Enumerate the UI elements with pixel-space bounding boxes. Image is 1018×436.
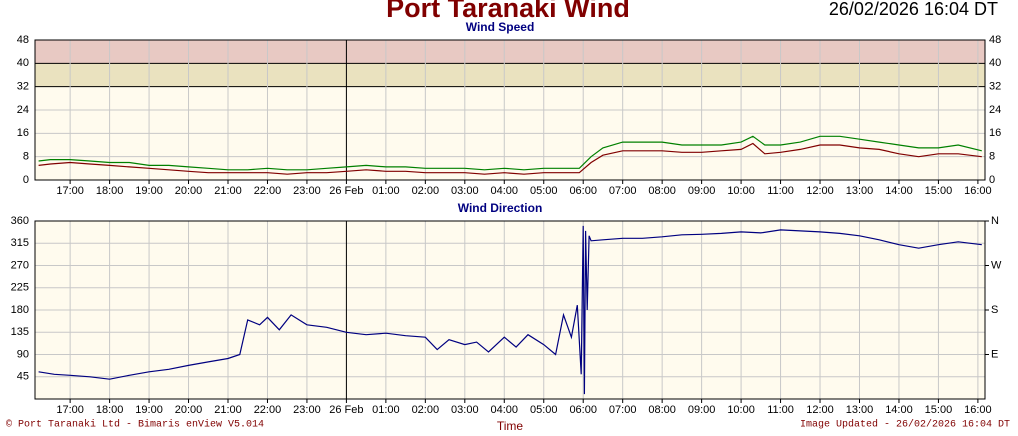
plot-frame: [34, 39, 986, 181]
y2-tick-label: 32: [989, 81, 1001, 93]
x-tick-label: 09:00: [688, 404, 716, 416]
x-tick-label: 19:00: [135, 404, 163, 416]
y-tick-label: 45: [17, 371, 29, 383]
y2-tick-label: 16: [989, 127, 1001, 139]
x-tick-label: 07:00: [609, 404, 637, 416]
band: [35, 40, 985, 64]
x-tick-label: 04:00: [491, 185, 519, 197]
y-tick-label: 24: [17, 104, 29, 116]
x-tick-label: 19:00: [135, 185, 163, 197]
y2-tick-label: 0: [989, 174, 995, 186]
x-tick-label: 17:00: [56, 404, 84, 416]
data-line: [38, 225, 982, 395]
updated: Image Updated - 26/02/2026 16:04 DT: [800, 419, 1010, 431]
x-tick-label: 23:00: [293, 185, 321, 197]
timestamp: 26/02/2026 16:04 DT: [829, 0, 998, 19]
x-tick-label: 20:00: [175, 185, 203, 197]
x-tick-label: 01:00: [372, 404, 400, 416]
x-tick-label: 13:00: [846, 185, 874, 197]
y2-tick-label: 48: [989, 34, 1001, 46]
x-axis-label: Time: [497, 419, 524, 433]
x-tick-label: 06:00: [569, 185, 597, 197]
x-tick-label: 16:00: [964, 185, 992, 197]
y-tick-label: 225: [11, 282, 29, 294]
y-tick-label: 315: [11, 237, 29, 249]
y2-tick-label: W: [991, 259, 1002, 271]
x-tick-label: 17:00: [56, 185, 84, 197]
x-tick-label: 18:00: [96, 185, 124, 197]
y-tick-label: 270: [11, 259, 29, 271]
x-tick-label: 13:00: [846, 404, 874, 416]
x-tick-label: 10:00: [727, 185, 755, 197]
plot-frame: [34, 220, 986, 400]
x-tick-label: 15:00: [925, 185, 953, 197]
y-tick-label: 0: [23, 174, 29, 186]
y2-tick-label: 8: [989, 151, 995, 163]
x-tick-label: 12:00: [806, 185, 834, 197]
x-tick-label: 02:00: [412, 404, 440, 416]
x-tick-label: 05:00: [530, 404, 558, 416]
data-line: [38, 142, 982, 175]
x-tick-label: 26 Feb: [329, 404, 363, 416]
x-tick-label: 23:00: [293, 404, 321, 416]
x-tick-label: 26 Feb: [329, 185, 363, 197]
y-tick-label: 90: [17, 348, 29, 360]
x-tick-label: 05:00: [530, 185, 558, 197]
y-tick-label: 8: [23, 151, 29, 163]
y2-tick-label: S: [991, 304, 998, 316]
page-title: Port Taranaki Wind: [386, 0, 630, 23]
y2-tick-label: N: [991, 215, 999, 227]
x-tick-label: 15:00: [925, 404, 953, 416]
x-tick-label: 04:00: [491, 404, 519, 416]
y-tick-label: 32: [17, 81, 29, 93]
chart-title: Wind Direction: [458, 201, 543, 215]
x-tick-label: 11:00: [767, 404, 794, 416]
data-line: [38, 135, 982, 171]
chart-title: Wind Speed: [466, 20, 535, 34]
x-tick-label: 08:00: [648, 185, 676, 197]
y-tick-label: 40: [17, 57, 29, 69]
x-tick-label: 22:00: [254, 404, 282, 416]
x-tick-label: 07:00: [609, 185, 637, 197]
x-tick-label: 02:00: [412, 185, 440, 197]
x-tick-label: 08:00: [648, 404, 676, 416]
x-tick-label: 09:00: [688, 185, 716, 197]
y-tick-label: 16: [17, 127, 29, 139]
x-tick-label: 11:00: [767, 185, 794, 197]
y2-tick-label: 24: [989, 104, 1001, 116]
y-tick-label: 360: [11, 215, 29, 227]
y-tick-label: 135: [11, 326, 29, 338]
x-tick-label: 12:00: [806, 404, 834, 416]
y2-tick-label: E: [991, 348, 998, 360]
x-tick-label: 06:00: [569, 404, 597, 416]
x-tick-label: 03:00: [451, 404, 479, 416]
x-tick-label: 10:00: [727, 404, 755, 416]
x-tick-label: 14:00: [885, 404, 913, 416]
x-tick-label: 20:00: [175, 404, 203, 416]
x-tick-label: 16:00: [964, 404, 992, 416]
x-tick-label: 14:00: [885, 185, 913, 197]
y2-tick-label: 40: [989, 57, 1001, 69]
x-tick-label: 03:00: [451, 185, 479, 197]
x-tick-label: 21:00: [214, 185, 242, 197]
copyright: © Port Taranaki Ltd - Bimaris enView V5.…: [6, 419, 264, 431]
band: [35, 63, 985, 87]
x-tick-label: 22:00: [254, 185, 282, 197]
y-tick-label: 180: [11, 304, 29, 316]
x-tick-label: 01:00: [372, 185, 400, 197]
x-tick-label: 21:00: [214, 404, 242, 416]
x-tick-label: 18:00: [96, 404, 124, 416]
y-tick-label: 48: [17, 34, 29, 46]
